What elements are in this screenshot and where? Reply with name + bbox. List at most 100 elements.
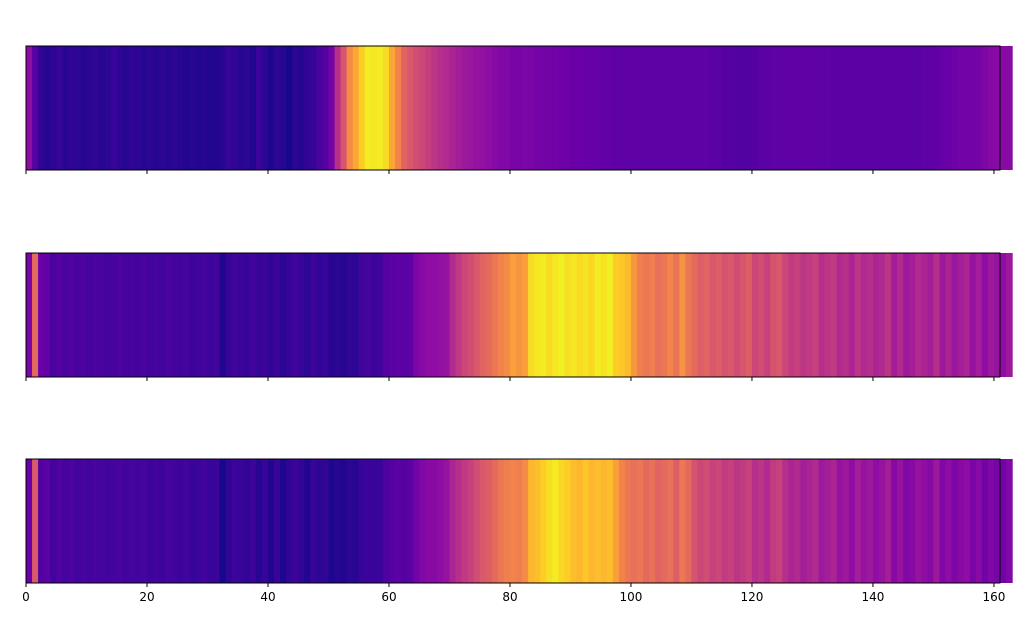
heatmap-cell (558, 253, 566, 377)
heatmap-cell (56, 253, 63, 377)
heatmap-cell (866, 46, 874, 170)
heatmap-cell (987, 459, 995, 583)
heatmap-cell (903, 46, 910, 170)
heatmap-cell (981, 46, 989, 170)
heatmap-cell (86, 46, 94, 170)
heatmap-cell (437, 46, 445, 170)
heatmap-cell (419, 253, 426, 377)
heatmap-cell (528, 46, 535, 170)
heatmap-cell (788, 46, 795, 170)
heatmap-cell (872, 46, 880, 170)
heatmap-cell (382, 253, 390, 377)
heatmap-cell (334, 46, 342, 170)
heatmap-cell (872, 459, 880, 583)
heatmap-cell (866, 459, 874, 583)
heatmap-cell (836, 46, 844, 170)
x-tick-label: 80 (502, 590, 517, 604)
heatmap-cell (812, 46, 820, 170)
heatmap-cell (243, 253, 251, 377)
heatmap-cell (274, 253, 281, 377)
heatmap-cell (921, 459, 929, 583)
heatmap-cell (764, 253, 771, 377)
heatmap-cell (927, 459, 935, 583)
heatmap-cell (146, 253, 154, 377)
heatmap-cell (267, 253, 275, 377)
heatmap-cell (679, 253, 687, 377)
heatmap-cell (655, 46, 662, 170)
heatmap-cell (358, 459, 366, 583)
heatmap-cell (643, 46, 650, 170)
heatmap-cell (425, 459, 432, 583)
heatmap-cell (624, 459, 632, 583)
heatmap-cell (122, 46, 130, 170)
heatmap-cell (576, 46, 584, 170)
heatmap-cell (1006, 46, 1013, 170)
heatmap-cell (292, 459, 299, 583)
heatmap-cell (310, 459, 317, 583)
heatmap-cell (606, 253, 614, 377)
heatmap-cell (927, 253, 935, 377)
heatmap-cell (842, 46, 850, 170)
heatmap-cell (189, 253, 196, 377)
heatmap-cell (431, 253, 438, 377)
heatmap-cell (183, 46, 190, 170)
heatmap-cell (419, 459, 426, 583)
heatmap-cell (860, 46, 868, 170)
heatmap-cell (818, 46, 826, 170)
heatmap-cell (800, 46, 808, 170)
heatmap-cell (274, 459, 281, 583)
heatmap-cell (304, 459, 311, 583)
heatmap-cell (286, 253, 293, 377)
heatmap-cell (134, 46, 142, 170)
heatmap-cell (68, 459, 75, 583)
heatmap-cell (328, 459, 336, 583)
heatmap-cell (128, 46, 136, 170)
heatmap-cell (370, 46, 378, 170)
heatmap-cell (685, 46, 693, 170)
heatmap-cell (509, 459, 517, 583)
heatmap-cell (340, 253, 348, 377)
heatmap-cell (280, 46, 287, 170)
heatmap-cell (497, 46, 505, 170)
heatmap-cell (715, 253, 723, 377)
heatmap-cell (171, 46, 178, 170)
heatmap-cell (467, 459, 475, 583)
heatmap-cell (479, 253, 487, 377)
heatmap-cell (673, 46, 680, 170)
heatmap-cell (594, 459, 602, 583)
heatmap-cell (1000, 253, 1007, 377)
heatmap-cell (776, 459, 783, 583)
heatmap-cell (624, 46, 632, 170)
heatmap-cell (74, 459, 82, 583)
heatmap-cell (576, 459, 584, 583)
heatmap-cell (727, 46, 735, 170)
heatmap-panel-3 (25, 458, 1013, 584)
heatmap-cell (413, 253, 420, 377)
heatmap-cell (449, 459, 457, 583)
heatmap-cell (370, 459, 378, 583)
heatmap-cell (364, 46, 372, 170)
heatmap-cell (643, 459, 650, 583)
heatmap-cell (159, 459, 166, 583)
heatmap-cell (1000, 459, 1007, 583)
heatmap-cell (201, 253, 209, 377)
heatmap-cell (981, 253, 989, 377)
heatmap-cell (346, 459, 354, 583)
heatmap-cell (915, 459, 922, 583)
heatmap-cell (116, 459, 124, 583)
heatmap-cell (661, 253, 668, 377)
heatmap-cell (395, 459, 402, 583)
heatmap-cell (885, 253, 892, 377)
heatmap-cell (824, 459, 832, 583)
heatmap-cell (830, 253, 838, 377)
heatmap-cell (951, 459, 959, 583)
heatmap-cell (74, 253, 82, 377)
heatmap-cell (697, 459, 705, 583)
heatmap-cell (546, 46, 553, 170)
heatmap-cell (655, 253, 662, 377)
heatmap-cell (909, 253, 916, 377)
x-tick-label: 160 (982, 590, 1005, 604)
heatmap-cell (497, 253, 505, 377)
heatmap-cell (437, 459, 445, 583)
heatmap-cell (207, 46, 215, 170)
